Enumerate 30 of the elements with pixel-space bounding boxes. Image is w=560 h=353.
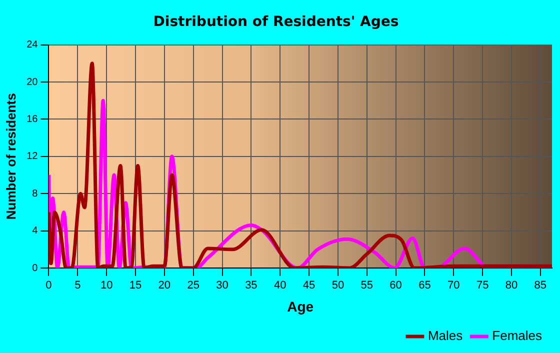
x-tick-label: 55 (360, 280, 374, 292)
x-tick-label: 80 (505, 280, 518, 292)
x-tick-label: 35 (245, 280, 258, 292)
x-tick-label: 0 (46, 280, 52, 292)
y-tick-label: 12 (26, 151, 38, 162)
x-tick-label: 65 (418, 280, 431, 292)
x-tick-label: 30 (216, 280, 228, 292)
y-axis-title: Number of residents (3, 93, 18, 220)
y-tick-label: 20 (26, 76, 38, 88)
x-tick-label: 60 (390, 280, 402, 292)
x-tick-label: 5 (74, 280, 81, 292)
x-tick-label: 20 (158, 280, 171, 292)
x-tick-label: 70 (448, 280, 460, 292)
chart-title: Distribution of Residents' Ages (153, 14, 399, 30)
x-tick-label: 85 (534, 280, 547, 292)
y-tick-label: 4 (32, 226, 38, 237)
x-tick-label: 25 (187, 280, 200, 292)
x-axis-title: Age (287, 298, 314, 314)
x-tick-label: 10 (100, 280, 113, 292)
legend-label: Males (428, 328, 464, 344)
y-tick-label: 8 (32, 188, 38, 200)
y-tick-label: 16 (26, 114, 38, 125)
x-tick-label: 50 (332, 280, 344, 292)
y-tick-label: 0 (32, 262, 38, 274)
x-tick-label: 75 (476, 280, 489, 292)
x-tick-label: 15 (129, 280, 142, 292)
x-tick-label: 40 (274, 280, 286, 292)
x-tick-label: 45 (302, 280, 316, 292)
y-tick-label: 24 (26, 40, 38, 51)
legend-label: Females (492, 328, 542, 344)
